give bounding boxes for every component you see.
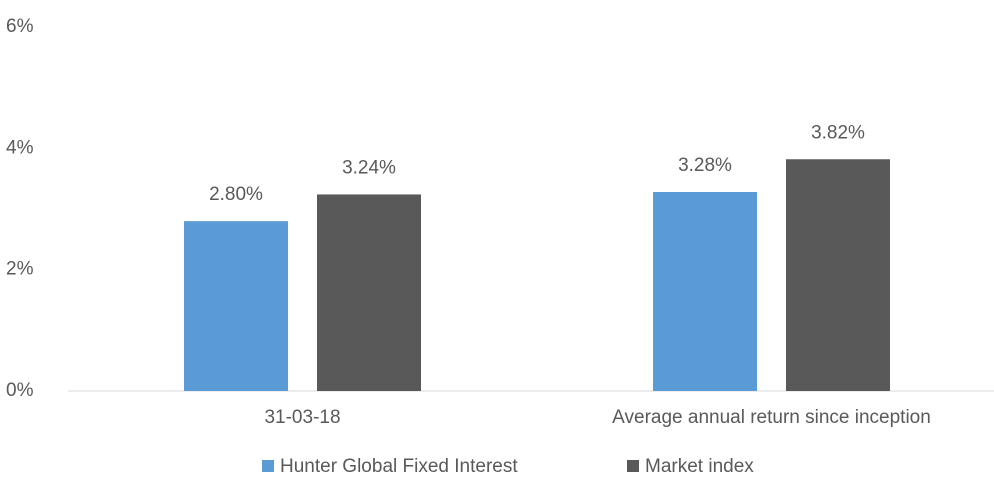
data-label: 3.28% [678,155,732,176]
legend-swatch [262,460,274,472]
y-tick-label: 0% [6,380,34,401]
data-label: 2.80% [209,184,263,205]
legend-label: Hunter Global Fixed Interest [280,456,518,477]
data-label: 3.82% [811,122,865,143]
y-tick-label: 2% [6,259,34,280]
bar [653,192,757,391]
legend-swatch [627,460,639,472]
bar [317,194,421,391]
bar [786,159,890,391]
bar [184,221,288,391]
x-tick-label: Average annual return since inception [612,407,931,428]
legend-label: Market index [645,456,754,477]
y-tick-label: 6% [6,16,34,37]
data-label: 3.24% [342,157,396,178]
x-tick-label: 31-03-18 [264,407,340,428]
y-tick-label: 4% [6,137,34,158]
